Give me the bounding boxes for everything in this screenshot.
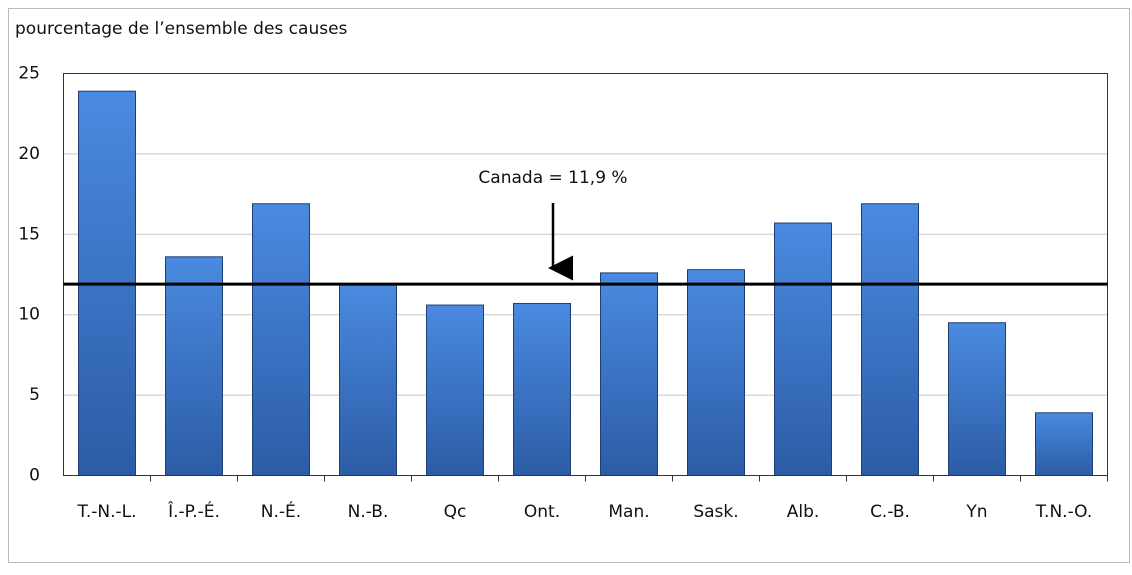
y-tick-label: 25	[18, 64, 40, 84]
x-tick-label: T.-N.-L.	[76, 502, 136, 522]
bar	[774, 222, 832, 476]
bar	[687, 269, 745, 476]
bar	[426, 304, 484, 476]
y-tick-label: 10	[18, 305, 40, 325]
bar	[600, 272, 658, 476]
x-tick-label: Alb.	[787, 502, 820, 522]
x-tick-label: Sask.	[693, 502, 738, 522]
y-tick-label: 20	[18, 144, 40, 164]
y-axis-title: pourcentage de l’ensemble des causes	[15, 19, 348, 39]
x-tick-label: N.-É.	[261, 500, 301, 522]
x-tick-label: Yn	[965, 502, 987, 522]
reference-label: Canada = 11,9 %	[478, 168, 627, 188]
x-tick-label: Î.-P.-É.	[167, 500, 220, 522]
frame	[8, 8, 1130, 563]
y-tick-label: 5	[29, 385, 40, 405]
bar	[1035, 412, 1093, 476]
x-tick-label: C.-B.	[870, 502, 910, 522]
bar	[252, 203, 310, 477]
bar	[948, 322, 1006, 476]
x-tick-label: T.N.-O.	[1035, 502, 1093, 522]
bar	[513, 302, 571, 476]
x-tick-label: N.-B.	[348, 502, 389, 522]
bar	[861, 203, 919, 477]
bar	[165, 256, 223, 477]
x-tick-label: Ont.	[524, 502, 560, 522]
bar	[339, 283, 397, 477]
y-tick-label: 15	[18, 224, 40, 244]
y-tick-label: 0	[29, 466, 40, 486]
x-tick-label: Qc	[444, 502, 467, 522]
x-tick-label: Man.	[608, 502, 649, 522]
